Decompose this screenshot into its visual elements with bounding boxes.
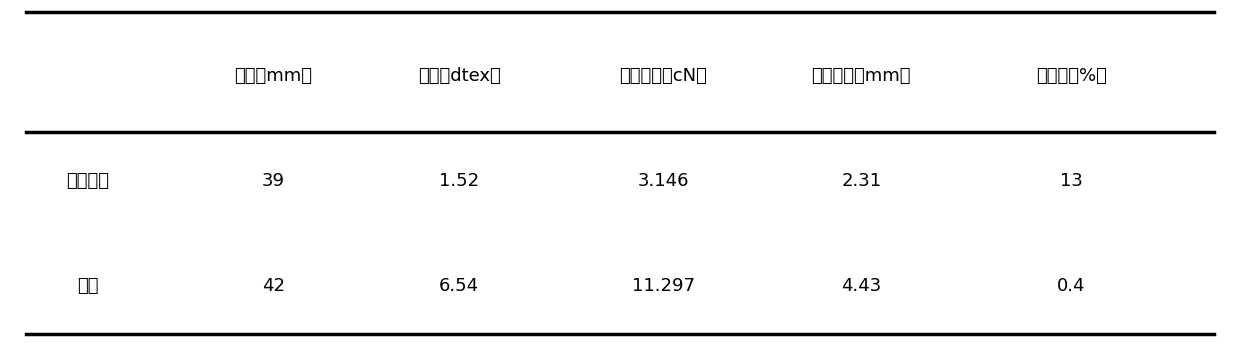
Text: 2.31: 2.31 (841, 172, 882, 190)
Text: 断裂强力（cN）: 断裂强力（cN） (619, 67, 707, 85)
Text: 回潮率（%）: 回潮率（%） (1037, 67, 1107, 85)
Text: 长度（mm）: 长度（mm） (234, 67, 312, 85)
Text: 13: 13 (1060, 172, 1083, 190)
Text: 0.4: 0.4 (1058, 277, 1086, 295)
Text: 3.146: 3.146 (637, 172, 689, 190)
Text: 11.297: 11.297 (632, 277, 694, 295)
Text: 涤纶: 涤纶 (77, 277, 99, 295)
Text: 4.43: 4.43 (841, 277, 882, 295)
Text: 断裂伸长（mm）: 断裂伸长（mm） (811, 67, 911, 85)
Text: 粘胶纤维: 粘胶纤维 (67, 172, 109, 190)
Text: 6.54: 6.54 (439, 277, 479, 295)
Text: 42: 42 (262, 277, 285, 295)
Text: 1.52: 1.52 (439, 172, 479, 190)
Text: 39: 39 (262, 172, 285, 190)
Text: 细度（dtex）: 细度（dtex） (418, 67, 501, 85)
